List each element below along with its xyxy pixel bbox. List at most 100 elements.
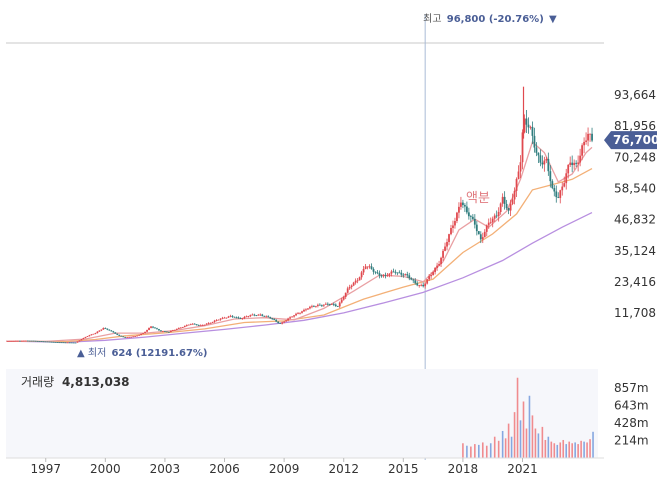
- candle-body: [465, 206, 468, 213]
- candle: [60, 342, 63, 344]
- candle-body: [430, 275, 433, 277]
- candle-body: [88, 335, 91, 337]
- candle: [370, 263, 373, 270]
- candle-body: [96, 331, 99, 334]
- candle-body: [162, 331, 164, 333]
- candle-body: [575, 162, 578, 164]
- y-tick-label: 35,124: [614, 244, 656, 258]
- candle-body: [551, 181, 554, 189]
- candle: [390, 269, 393, 277]
- candle-body: [342, 296, 345, 300]
- candle: [316, 303, 319, 308]
- candle: [549, 165, 552, 188]
- candle-body: [311, 306, 313, 308]
- candle: [412, 278, 415, 283]
- candle: [523, 114, 526, 134]
- candle-body: [565, 173, 568, 184]
- candle: [318, 303, 321, 306]
- candle: [56, 342, 59, 343]
- candle-body: [237, 317, 240, 319]
- candle: [102, 327, 105, 330]
- candle-body: [541, 162, 544, 165]
- candle-body: [181, 327, 184, 328]
- candle: [66, 342, 69, 344]
- candle-body: [106, 328, 109, 330]
- candle-body: [160, 330, 162, 332]
- candle: [289, 316, 291, 320]
- candle-body: [567, 164, 570, 174]
- candle: [489, 217, 492, 224]
- candle: [356, 278, 359, 284]
- candle-body: [104, 328, 107, 329]
- candle-body: [493, 215, 496, 219]
- candle-body: [199, 325, 202, 326]
- candle: [515, 177, 518, 197]
- candle: [144, 331, 146, 334]
- candle-body: [509, 203, 512, 211]
- volume-bar: [544, 439, 547, 458]
- candle: [68, 342, 71, 344]
- candle: [263, 315, 266, 317]
- candle: [328, 303, 331, 306]
- y-axis: 93,664 81,956 70,248 58,540 46,832 35,124 23,4…: [614, 88, 656, 320]
- candle-body: [533, 135, 536, 148]
- candle-body: [432, 272, 435, 276]
- candle: [303, 308, 305, 313]
- candle: [442, 249, 444, 262]
- candle: [501, 193, 504, 207]
- candle-body: [291, 316, 293, 318]
- candle: [380, 274, 383, 278]
- candle-body: [100, 329, 103, 331]
- candle: [436, 262, 438, 271]
- candle: [15, 340, 17, 342]
- y-tick-label: 93,664: [614, 88, 656, 102]
- candle-body: [19, 340, 21, 342]
- candle-body: [374, 271, 377, 273]
- candle-body: [392, 271, 395, 273]
- candle-body: [22, 340, 25, 342]
- candle: [283, 320, 286, 324]
- volume-bar: [534, 428, 537, 458]
- candle-body: [460, 202, 462, 207]
- candle-body: [289, 317, 291, 319]
- candle: [297, 312, 299, 315]
- x-axis: 1997 2000 2003 2006 2009 2012 2015 2018 2021: [30, 458, 538, 476]
- candle-body: [62, 342, 65, 344]
- volume-bar: [565, 444, 568, 458]
- candle-body: [424, 283, 427, 287]
- candle-body: [585, 140, 587, 142]
- candle-body: [223, 317, 226, 319]
- candle-body: [189, 323, 192, 325]
- candle-body: [56, 342, 59, 343]
- candle-body: [406, 274, 409, 276]
- candle-body: [589, 133, 591, 135]
- candle: [358, 276, 361, 281]
- candle: [271, 317, 274, 321]
- candle-body: [487, 222, 490, 226]
- candle-body: [112, 331, 115, 333]
- candle-body: [195, 324, 198, 326]
- candle-body: [48, 341, 51, 343]
- candle-body: [571, 162, 574, 166]
- candle-body: [305, 309, 307, 311]
- candle: [217, 319, 220, 321]
- candle: [350, 284, 353, 290]
- candle-body: [511, 199, 514, 204]
- candle: [251, 313, 254, 316]
- candle-body: [553, 188, 556, 192]
- candle-body: [545, 158, 548, 161]
- candle: [531, 121, 534, 145]
- candle-body: [116, 333, 119, 335]
- candle: [465, 201, 468, 215]
- candle-body: [211, 322, 214, 323]
- candle-body: [539, 155, 542, 163]
- candle-body: [285, 320, 288, 322]
- x-tick-label: 2003: [150, 462, 181, 476]
- x-tick-label: 2006: [209, 462, 240, 476]
- volume-bar: [589, 439, 591, 458]
- candle: [360, 270, 363, 280]
- candle: [424, 281, 427, 289]
- candle-body: [82, 338, 85, 340]
- candle-body: [489, 222, 492, 224]
- y-tick-label: 81,956: [614, 119, 656, 133]
